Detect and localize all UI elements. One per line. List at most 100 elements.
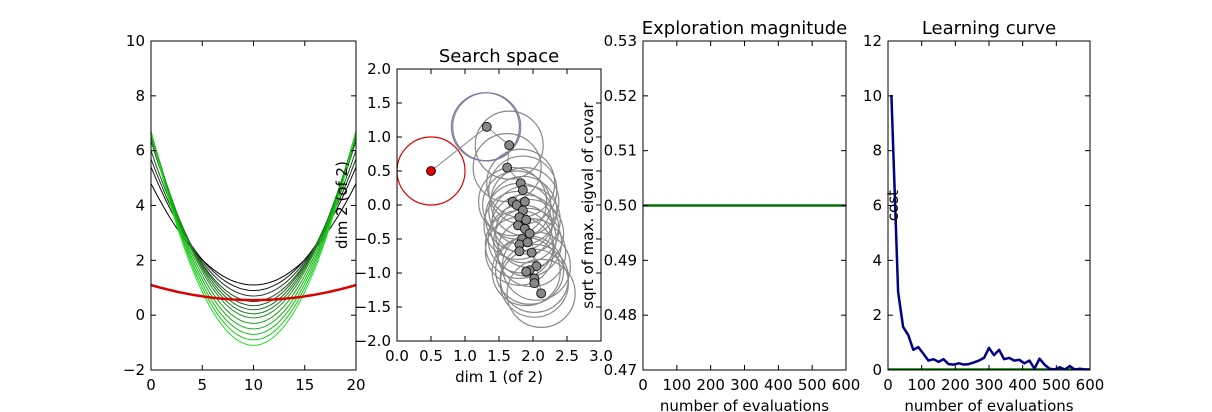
sample-point: [536, 288, 547, 299]
initial-circle: [397, 136, 466, 206]
y-tick-label: 4: [872, 251, 882, 269]
initial-point: [426, 166, 436, 176]
x-tick-label: 15: [295, 376, 314, 394]
y-tick-label: 12: [863, 32, 882, 50]
x-tick-label: 0.0: [385, 347, 409, 365]
y-tick-label: 0.51: [604, 142, 637, 160]
sample-point: [481, 121, 492, 132]
x-tick-label: 10: [244, 376, 263, 394]
x-tick-label: 300: [975, 376, 1004, 394]
y-axis-label: dim 2 (of 2): [333, 161, 351, 249]
plot-frame: [887, 40, 1091, 371]
x-tick-label: 5: [197, 376, 207, 394]
y-tick-label: 0: [872, 361, 882, 379]
x-axis-label: number of evaluations: [660, 397, 829, 412]
y-axis-label: cost: [884, 190, 902, 221]
y-tick-label: 0.53: [604, 32, 637, 50]
y-tick-label: 0.52: [604, 87, 637, 105]
sample-point: [517, 185, 528, 195]
series-line: [151, 132, 356, 315]
highlight-circle: [450, 92, 520, 162]
x-tick-label: 2.0: [521, 347, 545, 365]
x-tick-label: 400: [1008, 376, 1037, 394]
covariance-circle: [472, 133, 542, 203]
sample-point: [514, 246, 525, 257]
x-tick-label: 2.5: [555, 347, 579, 365]
y-tick-label: 0.0: [367, 196, 391, 214]
series-line: [151, 140, 356, 307]
covariance-circle: [492, 207, 563, 277]
chart-title: Learning curve: [922, 18, 1056, 39]
series-line: [151, 131, 356, 346]
y-tick-label: 2: [872, 306, 882, 324]
y-tick-label: 4: [135, 197, 145, 215]
x-axis-label: dim 1 (of 2): [455, 368, 543, 386]
x-tick-label: 1.5: [487, 347, 511, 365]
series-line: [151, 283, 356, 302]
y-tick-label: 0.49: [604, 251, 637, 269]
x-tick-label: 0: [146, 376, 156, 394]
chart-2-axes: 0 100 200 300 400 500 600 0.47 0.48 0.49 0.50 0.51 0…: [579, 18, 860, 412]
sample-point: [526, 247, 537, 258]
x-tick-label: 600: [832, 376, 861, 394]
series-line: [890, 94, 1090, 370]
chart-title: Exploration magnitude: [642, 18, 847, 39]
y-tick-label: 8: [135, 87, 145, 105]
series-line: [151, 136, 356, 311]
plot-frame: [150, 40, 357, 371]
x-tick-label: 0: [638, 376, 648, 394]
sample-point: [522, 237, 533, 248]
series-line: [151, 131, 356, 319]
y-tick-label: 0.50: [604, 197, 637, 215]
y-tick-label: −0.5: [355, 230, 391, 248]
y-tick-label: 1.5: [367, 94, 391, 112]
sample-point: [519, 196, 530, 207]
y-tick-label: 10: [126, 32, 145, 50]
sample-point: [511, 200, 522, 210]
y-tick-label: 0.47: [604, 361, 637, 379]
y-tick-label: −2.0: [355, 332, 391, 350]
y-tick-label: 0: [135, 306, 145, 324]
chart-0-plot-area: [151, 131, 356, 346]
x-tick-label: 100: [663, 376, 692, 394]
y-tick-label: 8: [872, 142, 882, 160]
covariance-circle: [477, 167, 548, 237]
x-tick-label: 200: [696, 376, 725, 394]
chart-3-axes: 0 100 200 300 400 500 600 0 2 4 6 8 10 12 Learning cur…: [863, 18, 1104, 412]
y-tick-label: 6: [135, 142, 145, 160]
sample-point: [529, 278, 540, 289]
series-line: [151, 131, 356, 335]
covariance-circle: [506, 258, 576, 328]
y-tick-label: 2.0: [367, 60, 391, 78]
series-line: [151, 131, 356, 330]
sample-point: [502, 162, 513, 173]
x-tick-label: 0: [883, 376, 893, 394]
x-tick-label: 100: [907, 376, 936, 394]
chart-1-plot-area: [397, 92, 576, 328]
y-tick-label: 1.0: [367, 128, 391, 146]
x-tick-label: 3.0: [589, 347, 613, 365]
y-tick-label: 0.5: [367, 162, 391, 180]
x-tick-label: 1.0: [453, 347, 477, 365]
chart-3-plot-area: [888, 94, 1090, 370]
y-tick-label: 0.48: [604, 306, 637, 324]
y-axis-label: sqrt of max. eigval of covar: [579, 101, 597, 308]
x-tick-label: 600: [1076, 376, 1105, 394]
y-tick-label: −1.0: [355, 264, 391, 282]
y-tick-label: 6: [872, 197, 882, 215]
x-tick-label: 400: [764, 376, 793, 394]
chart-title: Search space: [439, 46, 559, 67]
y-tick-label: 10: [863, 87, 882, 105]
x-tick-label: 20: [346, 376, 365, 394]
sample-point: [521, 266, 532, 277]
x-tick-label: 200: [941, 376, 970, 394]
y-tick-label: −1.5: [355, 298, 391, 316]
x-tick-label: 0.5: [419, 347, 443, 365]
sample-point: [504, 140, 515, 151]
x-axis-label: number of evaluations: [904, 397, 1073, 412]
x-tick-label: 500: [798, 376, 827, 394]
y-tick-label: −2: [123, 361, 145, 379]
series-line: [151, 131, 356, 341]
